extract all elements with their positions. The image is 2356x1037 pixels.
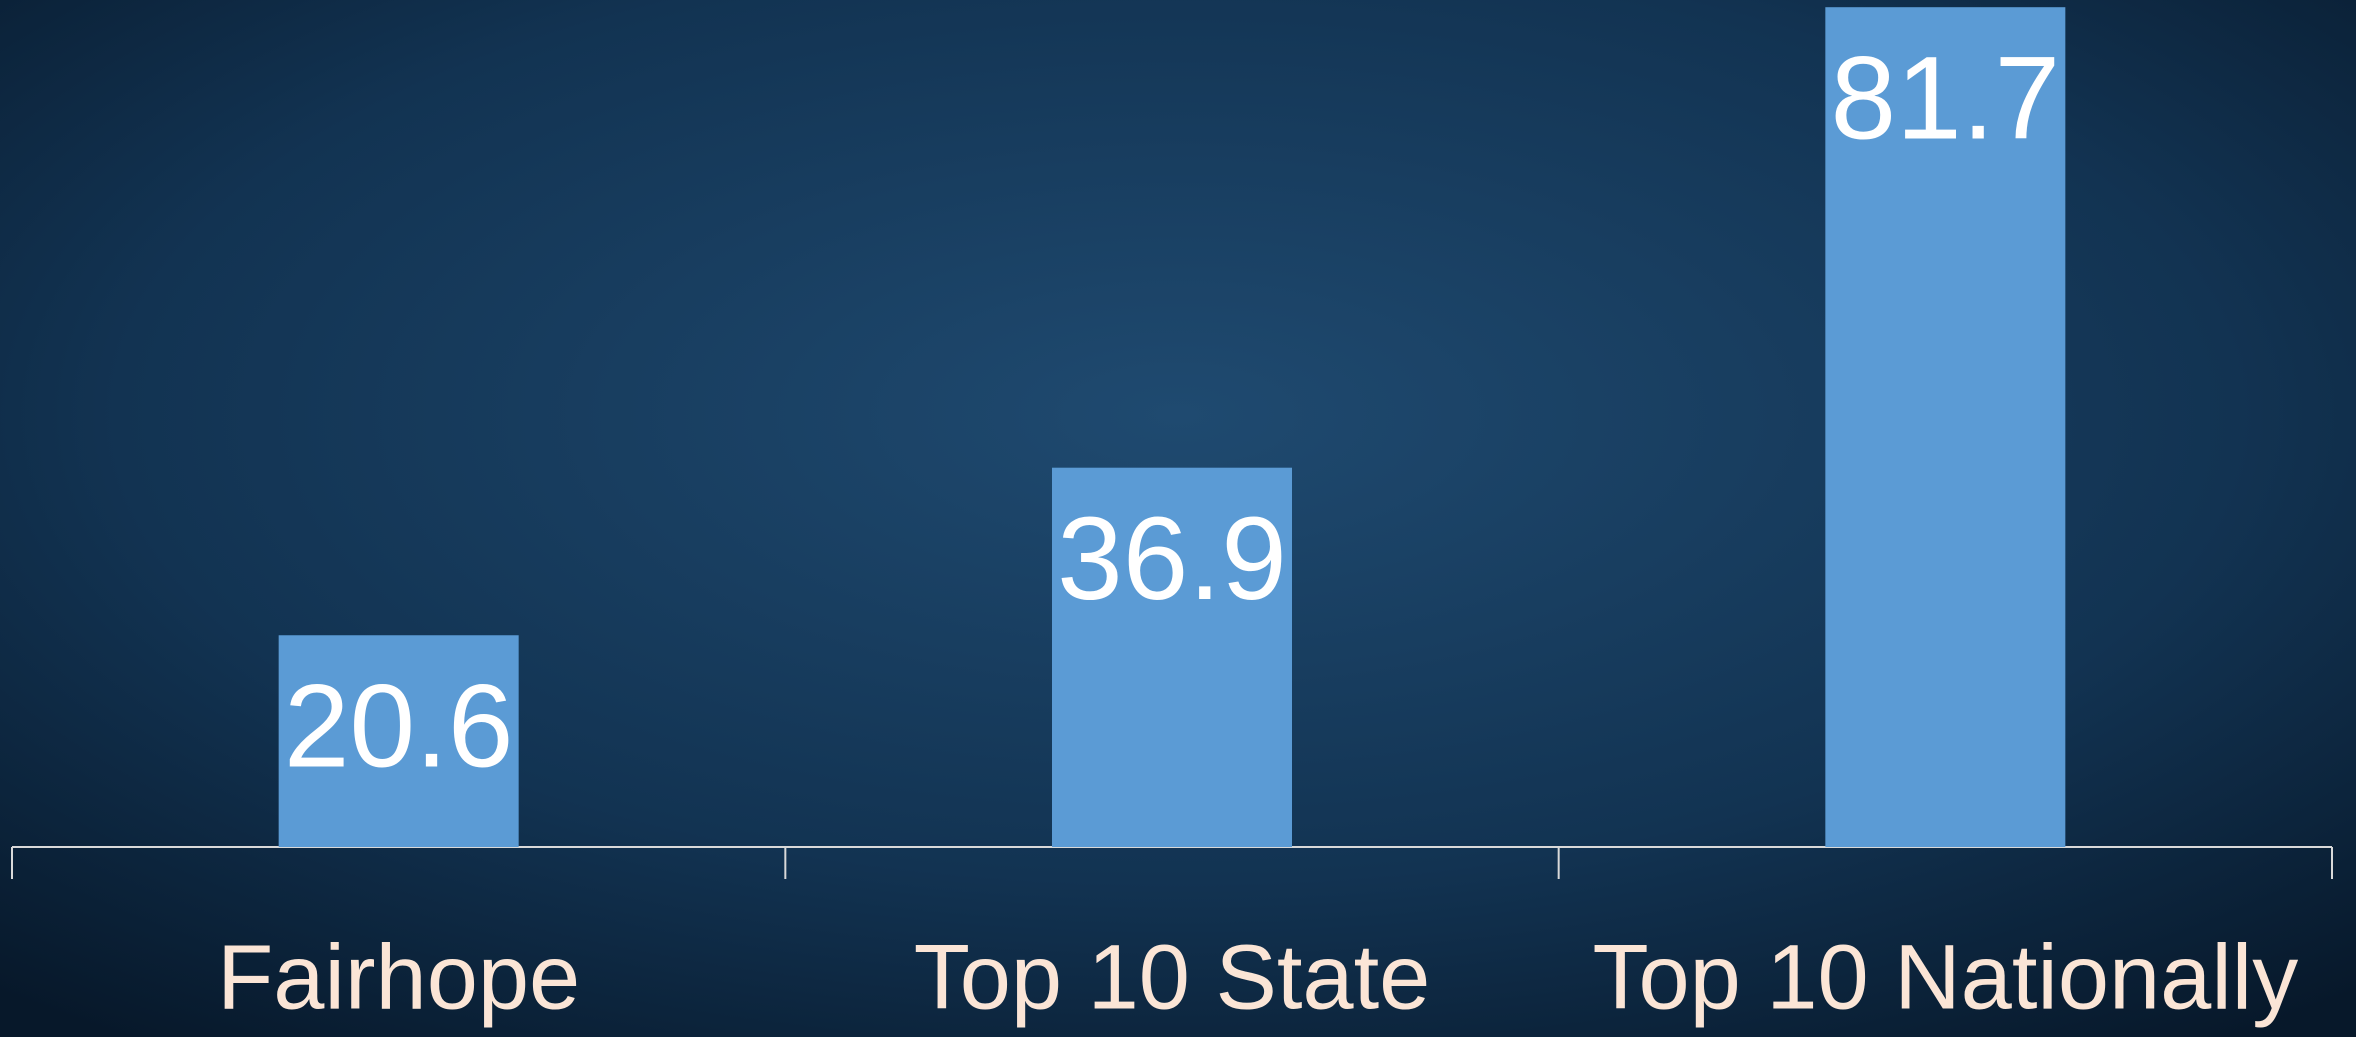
data-label: 81.7 bbox=[1830, 32, 2060, 164]
data-label: 20.6 bbox=[284, 660, 514, 792]
data-label: 36.9 bbox=[1057, 493, 1287, 625]
bar bbox=[1825, 7, 2066, 848]
bar bbox=[1052, 467, 1292, 847]
x-tick-label: Top 10 Nationally bbox=[1592, 926, 2298, 1028]
bar bbox=[278, 635, 519, 847]
x-tick-label: Top 10 State bbox=[914, 926, 1431, 1028]
x-tick-label: Fairhope bbox=[217, 926, 580, 1028]
